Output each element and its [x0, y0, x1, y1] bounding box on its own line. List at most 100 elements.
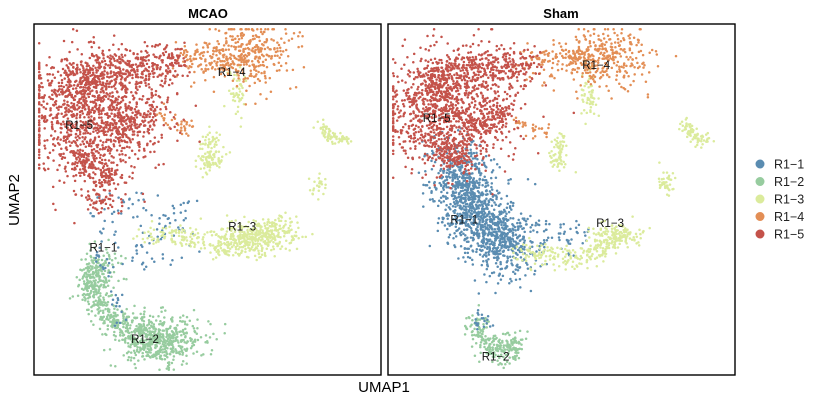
cell-point-r1-4 [205, 64, 208, 67]
cell-point-r1-3 [256, 239, 260, 242]
cell-point-r1-2 [181, 359, 185, 363]
cell-point-r1-2 [153, 330, 157, 333]
cell-point-r1-2 [123, 322, 126, 325]
cell-point-r1-3 [251, 232, 254, 236]
cell-point-r1-4 [242, 63, 246, 66]
cell-point-r1-3 [183, 237, 186, 241]
cell-point-r1-2 [84, 293, 88, 297]
cell-point-r1-5 [37, 138, 41, 142]
cell-point-r1-5 [115, 131, 119, 135]
cell-point-r1-3 [219, 237, 223, 240]
cell-point-r1-5 [79, 101, 83, 105]
cell-point-r1-5 [60, 147, 63, 150]
cell-point-r1-5 [101, 108, 104, 111]
cell-point-r1-5 [66, 120, 70, 124]
cell-point-r1-2 [183, 340, 186, 344]
cell-point-r1-3 [257, 222, 260, 225]
cell-point-r1-2 [167, 368, 171, 371]
cell-point-r1-5 [66, 117, 70, 120]
cell-point-r1-4 [238, 58, 242, 61]
cell-point-r1-5 [147, 73, 151, 76]
cell-point-r1-3 [230, 229, 233, 233]
cell-point-r1-5 [80, 81, 84, 85]
cell-point-r1-3 [192, 234, 196, 237]
cell-point-r1-5 [183, 59, 187, 63]
cell-point-r1-3 [183, 231, 187, 234]
cell-point-r1-5 [70, 84, 73, 88]
cell-point-r1-4 [181, 53, 185, 56]
cell-point-r1-1 [485, 321, 488, 325]
cell-point-r1-1 [177, 226, 180, 229]
cell-point-r1-5 [151, 105, 155, 109]
cell-point-r1-2 [107, 238, 110, 242]
cell-point-r1-5 [66, 135, 69, 138]
cell-point-r1-4 [253, 57, 257, 60]
cell-point-r1-5 [134, 73, 138, 76]
cell-point-r1-5 [93, 154, 97, 158]
cell-point-r1-5 [122, 59, 125, 63]
cell-point-r1-5 [153, 141, 156, 145]
cell-point-r1-3 [236, 110, 240, 113]
cell-point-r1-5 [92, 127, 96, 130]
cell-point-r1-5 [50, 125, 54, 128]
cell-point-r1-3 [272, 221, 276, 225]
cell-point-r1-5 [108, 82, 111, 85]
cell-point-r1-2 [89, 273, 92, 276]
cell-point-r1-3 [240, 116, 243, 120]
cell-point-r1-5 [100, 112, 103, 115]
cell-point-r1-3 [150, 220, 154, 223]
cell-point-r1-2 [82, 280, 86, 283]
cell-point-r1-3 [301, 235, 304, 239]
cell-point-r1-5 [67, 110, 70, 114]
cell-point-r1-2 [185, 323, 189, 326]
cell-point-r1-3 [194, 165, 198, 168]
cell-point-r1-4 [261, 60, 265, 64]
cell-point-r1-2 [168, 339, 172, 342]
cell-point-r1-2 [91, 265, 94, 269]
cell-point-r1-5 [117, 95, 120, 99]
cell-point-r1-2 [176, 323, 179, 327]
cell-point-r1-3 [261, 238, 264, 241]
cell-point-r1-5 [65, 73, 68, 77]
cell-point-r1-1 [518, 277, 522, 281]
cell-point-r1-2 [100, 303, 104, 306]
cell-point-r1-4 [260, 53, 264, 57]
cell-point-r1-3 [241, 92, 244, 96]
cell-point-r1-2 [159, 333, 162, 336]
cell-point-r1-5 [92, 36, 95, 39]
cell-point-r1-2 [470, 330, 474, 334]
cell-point-r1-1 [139, 224, 143, 228]
cell-point-r1-2 [185, 362, 188, 365]
cell-point-r1-3 [232, 77, 236, 81]
cell-point-r1-2 [124, 256, 127, 260]
cell-point-r1-3 [217, 138, 220, 142]
cell-point-r1-2 [158, 368, 161, 371]
cell-point-r1-5 [135, 113, 138, 116]
cell-point-r1-5 [43, 116, 47, 120]
cell-point-r1-3 [159, 230, 162, 234]
cell-point-r1-5 [182, 118, 185, 121]
cell-point-r1-5 [98, 112, 101, 116]
cell-point-r1-1 [492, 256, 496, 259]
cell-point-r1-3 [203, 233, 206, 236]
cell-point-r1-2 [209, 353, 213, 356]
cell-point-r1-3 [279, 236, 282, 239]
cell-point-r1-5 [78, 136, 81, 140]
cell-point-r1-3 [252, 229, 255, 233]
cell-point-r1-2 [102, 298, 106, 301]
cell-point-r1-2 [479, 345, 482, 349]
cell-point-r1-5 [103, 59, 107, 63]
cell-point-r1-5 [55, 106, 59, 110]
cell-point-r1-5 [38, 134, 41, 138]
cell-point-r1-2 [127, 345, 130, 348]
cell-point-r1-5 [82, 142, 86, 146]
cell-point-r1-5 [112, 161, 115, 164]
cell-point-r1-5 [125, 122, 128, 126]
cell-point-r1-4 [272, 39, 275, 42]
cell-point-r1-5 [149, 112, 152, 116]
cell-point-r1-5 [94, 98, 97, 102]
cell-point-r1-3 [197, 154, 200, 158]
cell-point-r1-2 [164, 344, 167, 348]
cell-point-r1-4 [276, 54, 279, 57]
cell-point-r1-5 [58, 163, 61, 167]
